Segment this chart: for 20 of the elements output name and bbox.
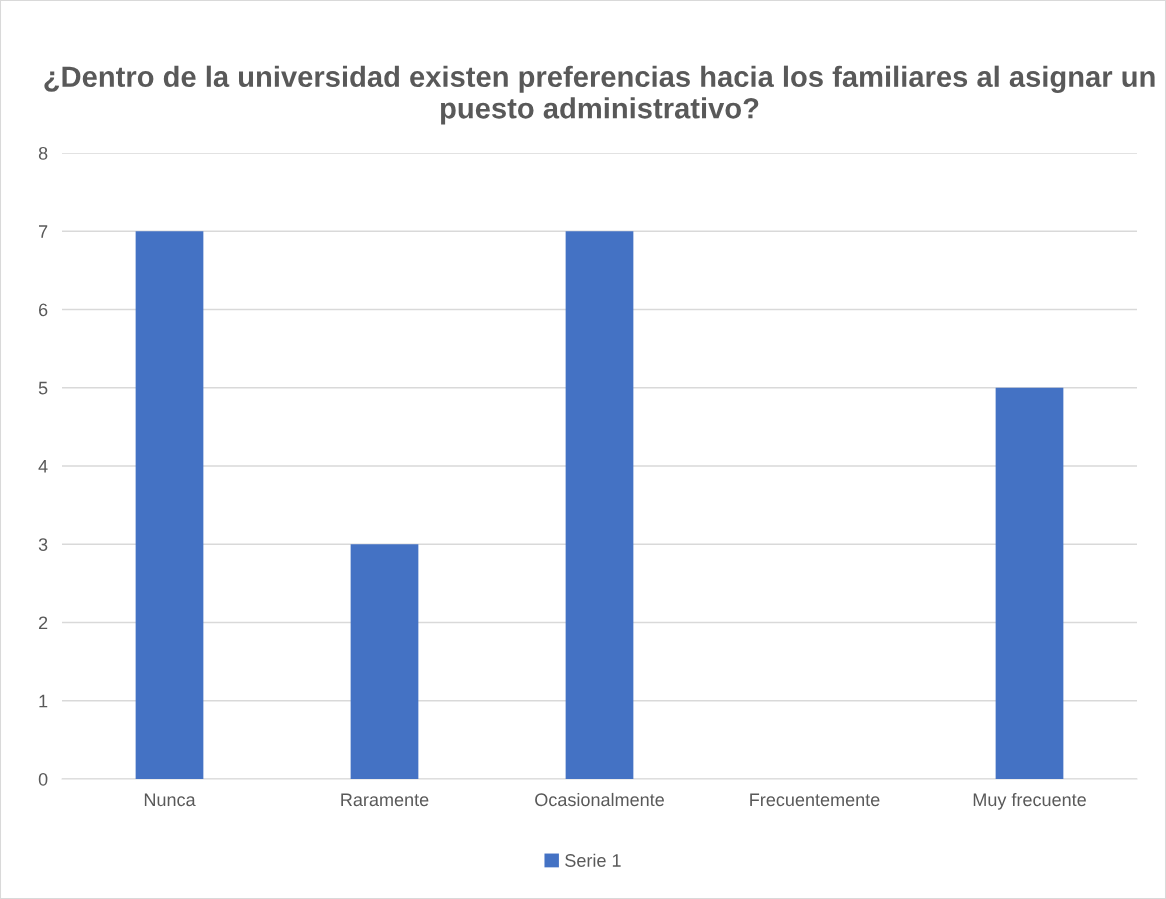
bar: [350, 544, 419, 779]
bar: [995, 387, 1064, 779]
y-tick-label: 7: [39, 225, 48, 238]
y-tick-label: 2: [38, 616, 48, 630]
x-tick-label: Nunca: [144, 793, 196, 807]
y-tick-label: 8: [38, 146, 48, 160]
y-tick-label: 4: [38, 460, 48, 473]
y-tick-label: 5: [38, 381, 48, 395]
bar: [565, 231, 634, 779]
bar: [135, 231, 204, 779]
x-tick-label: Frecuentemente: [750, 793, 880, 807]
y-tick-label: 0: [38, 772, 48, 786]
y-tick-label: 1: [39, 694, 48, 708]
x-tick-label: Ocasionalmente: [535, 792, 664, 807]
y-tick-label: 6: [38, 303, 48, 317]
x-tick-label: Raramente: [341, 793, 429, 807]
chart-title: ¿Dentro de la universidad existen preferencias hacia los familiares al asignar un puesto administrativo?: [44, 65, 1155, 125]
x-tick-label: Muy frecuente: [973, 792, 1086, 810]
y-tick-label: 3: [38, 538, 48, 551]
legend-label: Serie 1: [565, 853, 621, 867]
